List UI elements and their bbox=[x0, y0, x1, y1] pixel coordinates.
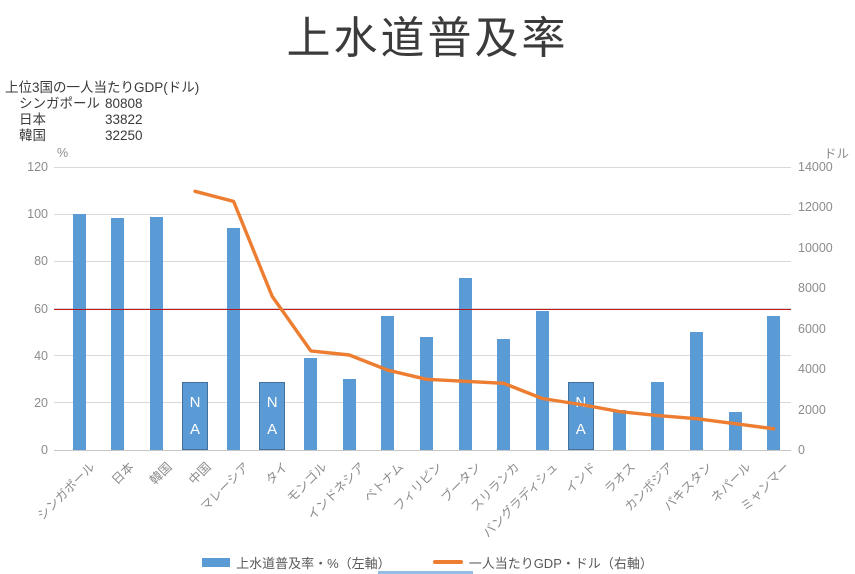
left-axis-unit-label: % bbox=[57, 146, 69, 160]
gridline bbox=[54, 213, 791, 215]
bar-ラオス bbox=[612, 409, 626, 450]
x-axis-label-韓国: 韓国 bbox=[147, 459, 176, 488]
bar-ミャンマー bbox=[767, 315, 781, 450]
annotation-country: シンガポール bbox=[19, 96, 100, 111]
line-series-swatch-icon bbox=[432, 560, 463, 564]
gridline bbox=[54, 166, 791, 168]
reference-line-60pct bbox=[54, 308, 791, 310]
bar-カンボジア bbox=[651, 381, 665, 450]
annotation-value: 32250 bbox=[105, 128, 143, 143]
bar-日本 bbox=[111, 217, 125, 450]
bar-モンゴル bbox=[304, 358, 318, 450]
bar-バングラディシュ bbox=[535, 310, 549, 450]
annotation-country: 韓国 bbox=[19, 128, 46, 143]
left-axis-tick-label: 20 bbox=[34, 395, 48, 410]
bar-インドネシア bbox=[342, 379, 356, 450]
gridline bbox=[54, 449, 791, 451]
legend-item-bars: 上水道普及率・%（左軸） bbox=[202, 553, 391, 572]
na-letter: A bbox=[190, 420, 201, 438]
annotation-value: 33822 bbox=[105, 112, 143, 127]
annotation-row: 韓国 32250 bbox=[19, 128, 143, 144]
legend-label-line: 一人当たりGDP・ドル（右軸） bbox=[468, 555, 653, 571]
bar-ブータン bbox=[458, 277, 472, 450]
legend-label-bars: 上水道普及率・%（左軸） bbox=[236, 555, 391, 571]
x-axis-label-シンガポール: シンガポール bbox=[35, 459, 99, 523]
annotation-table: シンガポール 80808 日本 33822 韓国 32250 bbox=[19, 96, 143, 144]
annotation-row: 日本 33822 bbox=[19, 112, 143, 128]
na-letter: N bbox=[189, 393, 201, 411]
na-letter: A bbox=[575, 420, 586, 438]
annotation-value: 80808 bbox=[105, 96, 143, 111]
right-axis-tick-label: 2000 bbox=[798, 402, 826, 417]
bar-ベトナム bbox=[381, 315, 395, 450]
bar-シンガポール bbox=[72, 214, 86, 450]
bar-マレーシア bbox=[227, 228, 241, 450]
left-axis-tick-label: 100 bbox=[27, 207, 48, 222]
annotation-row: シンガポール 80808 bbox=[19, 96, 143, 112]
legend: 上水道普及率・%（左軸） 一人当たりGDP・ドル（右軸） bbox=[0, 551, 855, 573]
right-axis-tick-label: 0 bbox=[798, 443, 805, 457]
na-letter: N bbox=[575, 393, 587, 411]
left-axis-tick-label: 60 bbox=[34, 301, 48, 316]
right-axis-unit-label: ドル bbox=[823, 147, 849, 161]
x-axis-label-日本: 日本 bbox=[109, 459, 137, 488]
x-axis-label-中国: 中国 bbox=[186, 459, 214, 488]
right-axis-tick-label: 14000 bbox=[798, 160, 833, 174]
x-axis-label-タイ: タイ bbox=[263, 459, 291, 488]
bottom-edge-artifact bbox=[378, 571, 473, 574]
na-letter: N bbox=[266, 393, 278, 411]
chart-title: 上水道普及率 bbox=[286, 14, 569, 63]
bar-パキスタン bbox=[690, 332, 704, 450]
right-axis-tick-label: 8000 bbox=[798, 281, 826, 296]
bar-フィリピン bbox=[420, 336, 433, 450]
bar-ネパール bbox=[728, 412, 742, 450]
left-axis-tick-label: 80 bbox=[34, 254, 48, 269]
bar-韓国 bbox=[149, 216, 163, 450]
left-axis-tick-label: 120 bbox=[27, 160, 48, 174]
top3-gdp-annotation: 上位3国の一人当たりGDP(ドル) シンガポール 80808 日本 33822 … bbox=[5, 80, 199, 144]
right-axis-tick-label: 12000 bbox=[798, 200, 833, 215]
annotation-heading: 上位3国の一人当たりGDP(ドル) bbox=[5, 80, 200, 95]
right-axis-tick-label: 4000 bbox=[798, 362, 826, 377]
annotation-country: 日本 bbox=[19, 112, 46, 127]
bar-スリランカ bbox=[497, 339, 511, 450]
right-axis-tick-label: 6000 bbox=[798, 321, 826, 336]
x-axis-label-インド: インド bbox=[563, 459, 600, 497]
na-letter: A bbox=[267, 420, 278, 438]
right-axis-tick-label: 10000 bbox=[798, 240, 833, 255]
gridline bbox=[54, 260, 791, 262]
bar-series-swatch-icon bbox=[202, 557, 231, 567]
legend-item-line: 一人当たりGDP・ドル（右軸） bbox=[432, 553, 653, 572]
left-axis-tick-label: 40 bbox=[34, 348, 48, 363]
left-axis-tick-label: 0 bbox=[41, 443, 48, 457]
